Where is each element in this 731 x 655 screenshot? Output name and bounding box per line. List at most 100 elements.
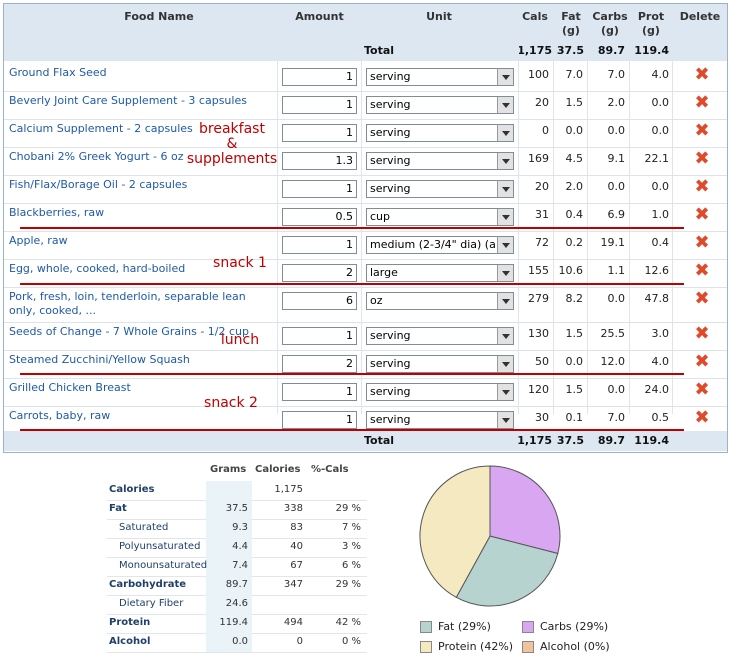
- cals-value: 20: [535, 96, 549, 109]
- pie-slice-protein: [419, 465, 491, 599]
- food-name-link[interactable]: Ground Flax Seed: [9, 66, 107, 79]
- unit-select[interactable]: serving: [366, 180, 514, 198]
- food-name-link[interactable]: Chobani 2% Greek Yogurt - 6 oz: [9, 150, 184, 163]
- chevron-down-icon[interactable]: [497, 97, 513, 113]
- delete-icon[interactable]: ✖: [694, 288, 710, 309]
- nutrient-pct-cals: 29 %: [335, 579, 361, 590]
- carbs-value: 0.0: [607, 383, 626, 396]
- unit-select[interactable]: serving: [366, 68, 514, 86]
- delete-icon[interactable]: ✖: [694, 120, 710, 141]
- food-name-link[interactable]: Beverly Joint Care Supplement - 3 capsul…: [9, 94, 247, 107]
- chevron-down-icon[interactable]: [497, 181, 513, 197]
- unit-select[interactable]: large: [366, 264, 514, 282]
- food-name-link[interactable]: Calcium Supplement - 2 capsules: [9, 122, 193, 135]
- nutrient-calories: 0: [296, 636, 303, 647]
- delete-icon[interactable]: ✖: [694, 232, 710, 253]
- unit-select-value: serving: [370, 329, 411, 342]
- amount-input[interactable]: 1: [282, 68, 357, 86]
- chevron-down-icon[interactable]: [497, 237, 513, 253]
- food-name-link[interactable]: Pork, fresh, loin, tenderloin, separable…: [9, 290, 246, 317]
- delete-icon[interactable]: ✖: [694, 260, 710, 281]
- nutrition-row: Saturated 9.3 83 7 %: [107, 519, 367, 539]
- amount-input[interactable]: 1.3: [282, 152, 357, 170]
- chevron-down-icon[interactable]: [497, 356, 513, 372]
- delete-icon[interactable]: ✖: [694, 176, 710, 197]
- food-name-link[interactable]: Grilled Chicken Breast: [9, 381, 131, 394]
- chevron-down-icon[interactable]: [497, 153, 513, 169]
- cals-value: 30: [535, 411, 549, 424]
- delete-icon[interactable]: ✖: [694, 379, 710, 400]
- macro-pie-chart: [419, 465, 561, 607]
- amount-input[interactable]: 1: [282, 180, 357, 198]
- chevron-down-icon[interactable]: [497, 293, 513, 309]
- col-prot-unit: (g): [642, 24, 660, 37]
- amount-input[interactable]: 1: [282, 236, 357, 254]
- delete-icon[interactable]: ✖: [694, 351, 710, 372]
- amount-input[interactable]: 6: [282, 292, 357, 310]
- delete-icon[interactable]: ✖: [694, 64, 710, 85]
- food-name-link[interactable]: Seeds of Change - 7 Whole Grains - 1/2 c…: [9, 325, 250, 338]
- chevron-down-icon[interactable]: [497, 69, 513, 85]
- carbs-value: 9.1: [607, 152, 626, 165]
- unit-select[interactable]: oz: [366, 292, 514, 310]
- unit-select[interactable]: serving: [366, 383, 514, 401]
- prot-value: 22.1: [644, 152, 670, 165]
- delete-icon[interactable]: ✖: [694, 204, 710, 225]
- fat-value: 1.5: [565, 383, 584, 396]
- food-name-link[interactable]: Apple, raw: [9, 234, 68, 247]
- total-prot: 119.4: [634, 44, 669, 57]
- nutrition-row: Monounsaturated 7.4 67 6 %: [107, 557, 367, 577]
- food-name-link[interactable]: Steamed Zucchini/Yellow Squash: [9, 353, 190, 366]
- delete-icon[interactable]: ✖: [694, 148, 710, 169]
- unit-select[interactable]: serving: [366, 96, 514, 114]
- unit-select[interactable]: serving: [366, 411, 514, 429]
- carbs-value: 0.0: [607, 124, 626, 137]
- chevron-down-icon[interactable]: [497, 412, 513, 428]
- grams-cell-bg: [206, 595, 252, 614]
- total-carbs: 89.7: [597, 44, 625, 57]
- food-name-link[interactable]: Carrots, baby, raw: [9, 409, 111, 422]
- prot-value: 12.6: [644, 264, 670, 277]
- chevron-down-icon[interactable]: [497, 209, 513, 225]
- legend-label: Protein (42%): [438, 640, 514, 653]
- unit-select[interactable]: cup: [366, 208, 514, 226]
- unit-select[interactable]: serving: [366, 152, 514, 170]
- unit-select[interactable]: serving: [366, 327, 514, 345]
- unit-select-value: serving: [370, 182, 411, 195]
- food-name-link[interactable]: Blackberries, raw: [9, 206, 105, 219]
- total-prot: 119.4: [634, 434, 669, 447]
- carbs-value: 19.1: [600, 236, 626, 249]
- unit-select[interactable]: serving: [366, 124, 514, 142]
- amount-input[interactable]: 2: [282, 355, 357, 373]
- annotation-amp: &: [226, 136, 238, 152]
- unit-select-value: serving: [370, 126, 411, 139]
- amount-input[interactable]: 1: [282, 327, 357, 345]
- carbs-value: 7.0: [607, 411, 626, 424]
- food-name-link[interactable]: Egg, whole, cooked, hard-boiled: [9, 262, 186, 275]
- amount-input[interactable]: 0.5: [282, 208, 357, 226]
- chevron-down-icon[interactable]: [497, 265, 513, 281]
- nutrient-label: Saturated: [119, 522, 169, 533]
- col-calories: Calories: [255, 464, 301, 475]
- delete-icon[interactable]: ✖: [694, 323, 710, 344]
- nutrient-pct-cals: 42 %: [335, 617, 361, 628]
- prot-value: 0.0: [651, 180, 670, 193]
- amount-input[interactable]: 2: [282, 264, 357, 282]
- unit-select[interactable]: serving: [366, 355, 514, 373]
- unit-select[interactable]: medium (2-3/4" dia) (a: [366, 236, 514, 254]
- chevron-down-icon[interactable]: [497, 328, 513, 344]
- cals-value: 155: [528, 264, 549, 277]
- nutrient-pct-cals: 7 %: [341, 522, 361, 533]
- chevron-down-icon[interactable]: [497, 384, 513, 400]
- amount-input[interactable]: 1: [282, 411, 357, 429]
- amount-input[interactable]: 1: [282, 96, 357, 114]
- delete-icon[interactable]: ✖: [694, 407, 710, 428]
- chevron-down-icon[interactable]: [497, 125, 513, 141]
- food-name-link[interactable]: Fish/Flax/Borage Oil - 2 capsules: [9, 178, 188, 191]
- prot-value: 1.0: [651, 208, 670, 221]
- amount-input[interactable]: 1: [282, 124, 357, 142]
- delete-icon[interactable]: ✖: [694, 92, 710, 113]
- legend-label: Fat (29%): [438, 620, 491, 633]
- amount-input[interactable]: 1: [282, 383, 357, 401]
- table-row: Apple, raw 1 medium (2-3/4" dia) (a 72 0.2 19…: [4, 231, 727, 260]
